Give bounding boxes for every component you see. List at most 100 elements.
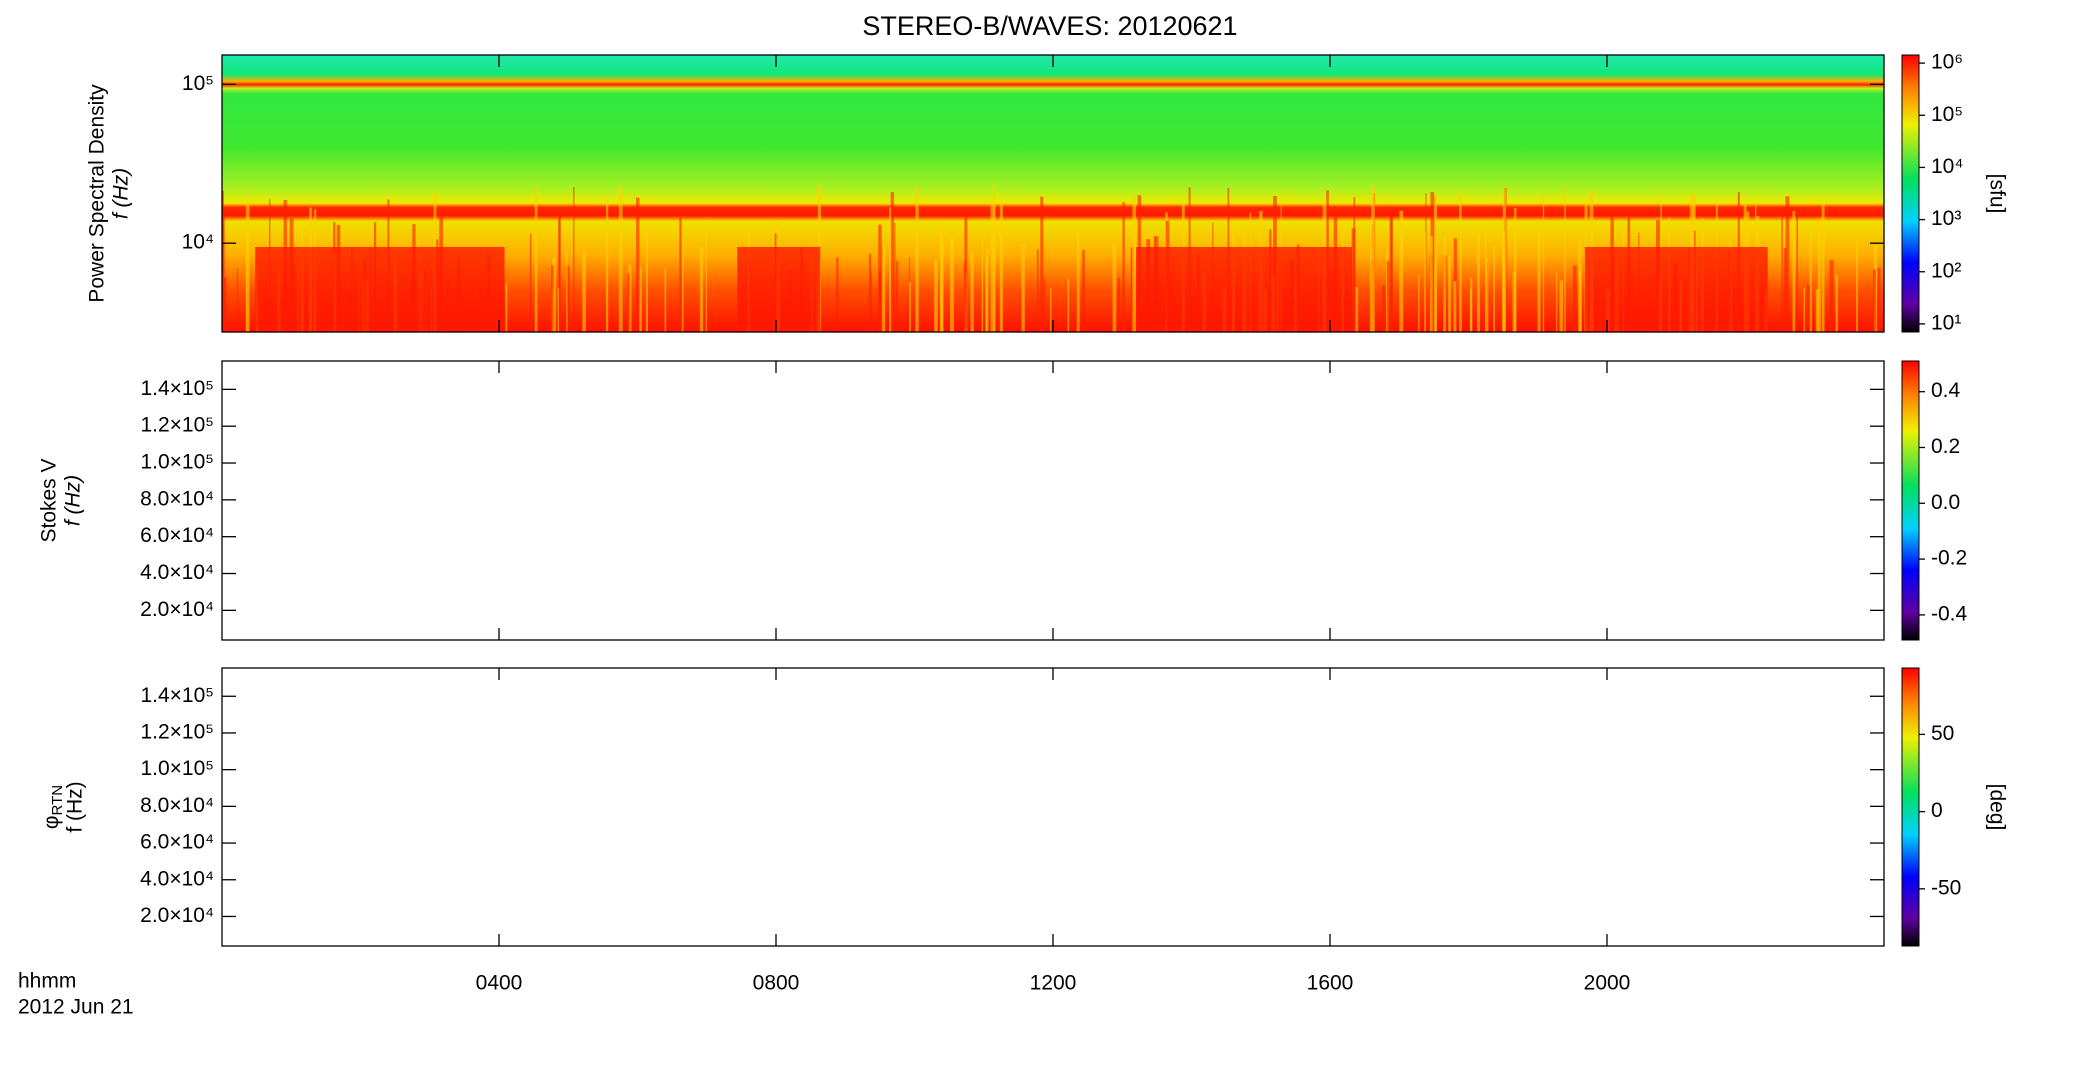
colorbar-label-group: [deg] bbox=[1985, 784, 2008, 831]
spectrogram-streak bbox=[1501, 230, 1506, 332]
spectrogram-streak bbox=[236, 268, 239, 332]
spectrogram-streak bbox=[1453, 281, 1457, 332]
spectrogram-streak bbox=[1485, 230, 1487, 332]
spectrogram-streak bbox=[1037, 249, 1039, 332]
spectrogram-streak bbox=[1122, 201, 1125, 332]
y-tick-label: 10⁵ bbox=[182, 72, 214, 95]
spectrogram-streak bbox=[1418, 274, 1420, 332]
spectrogram-streak bbox=[1872, 269, 1876, 332]
spectrogram-streak bbox=[1785, 196, 1790, 332]
y-tick-label: 4.0×10⁴ bbox=[140, 867, 214, 890]
x-tick-label: 1200 bbox=[1030, 972, 1077, 995]
colorbar-label: [deg] bbox=[1985, 784, 2008, 831]
spectrogram-block bbox=[1584, 247, 1768, 332]
chart-title: STEREO-B/WAVES: 20120621 bbox=[862, 11, 1237, 41]
spectrogram-streak bbox=[558, 212, 561, 332]
spectrogram-streak bbox=[552, 257, 557, 332]
colorbar-tick-label: 50 bbox=[1931, 722, 1954, 745]
spectrogram-streak bbox=[1112, 243, 1117, 332]
spectrogram-streak bbox=[566, 265, 570, 332]
spectrogram-streak bbox=[705, 219, 707, 332]
y-label-symbol-text: φ bbox=[40, 815, 63, 829]
spectrogram-streak bbox=[1829, 260, 1834, 332]
spectrogram-streak bbox=[1021, 243, 1025, 332]
colorbar bbox=[1901, 360, 1920, 641]
x-label: hhmm bbox=[18, 970, 76, 993]
spectrogram-streak bbox=[1459, 188, 1462, 332]
colorbar-tick-label: 10⁵ bbox=[1931, 103, 1963, 126]
spectrogram-streak bbox=[1803, 287, 1805, 332]
spectrogram-streak bbox=[627, 273, 630, 332]
y-tick-label: 1.2×10⁵ bbox=[140, 414, 214, 437]
spectrogram-streak bbox=[645, 224, 648, 332]
spectrogram-streak bbox=[1130, 247, 1134, 332]
y-tick-label: 10⁴ bbox=[182, 231, 214, 254]
x-tick-label: 0800 bbox=[753, 972, 800, 995]
spectrogram-streak bbox=[605, 199, 609, 332]
y-tick-label: 1.2×10⁵ bbox=[140, 721, 214, 744]
spectrogram-streak bbox=[1821, 203, 1825, 332]
spectrogram-streak bbox=[964, 210, 968, 332]
spectrogram-streak bbox=[1815, 289, 1819, 332]
spectrogram-streak bbox=[1817, 218, 1821, 332]
spectrogram-streak bbox=[636, 197, 640, 332]
x-tick-label: 1600 bbox=[1307, 972, 1354, 995]
spectrogram-streak bbox=[1390, 207, 1393, 332]
spectrogram-streak bbox=[1512, 271, 1517, 332]
spectrogram-streak bbox=[1572, 265, 1577, 332]
spectrogram-streak bbox=[1783, 248, 1787, 332]
spectrogram-streak bbox=[1877, 267, 1881, 332]
spectrogram-streak bbox=[970, 252, 974, 332]
spectrogram-streak bbox=[699, 247, 704, 332]
spectrogram-streak bbox=[1355, 286, 1359, 332]
spectrogram-streak bbox=[1040, 196, 1044, 332]
y-tick-label: 6.0×10⁴ bbox=[140, 524, 214, 547]
spectrogram-streak bbox=[618, 186, 623, 332]
y-label-subscript: RTN bbox=[49, 785, 66, 816]
spectrogram-streak bbox=[1537, 221, 1541, 332]
y-tick-label: 2.0×10⁴ bbox=[140, 598, 214, 621]
colorbar-tick-label: -50 bbox=[1931, 876, 1961, 899]
spectrogram-streak bbox=[1781, 215, 1783, 332]
spectrogram-streak bbox=[534, 185, 538, 332]
spectrogram-streak bbox=[1556, 273, 1558, 332]
spectrogram-streak bbox=[1856, 239, 1858, 332]
spectrogram-streak bbox=[529, 233, 532, 332]
spectrogram-streak bbox=[1470, 277, 1473, 332]
spectrogram-streak bbox=[1514, 207, 1517, 332]
spectrogram-block bbox=[737, 247, 821, 332]
spectrogram-streak bbox=[224, 277, 227, 332]
y-tick-label: 1.0×10⁵ bbox=[140, 757, 214, 780]
spectrogram-streak bbox=[1371, 185, 1375, 332]
colorbar-tick-label: 0.2 bbox=[1931, 435, 1960, 458]
colorbar-tick-label: 10⁴ bbox=[1931, 155, 1963, 178]
spectrogram-streak bbox=[1476, 232, 1480, 332]
plot-frame bbox=[221, 360, 1885, 641]
spectrogram-streak bbox=[981, 226, 984, 332]
spectrogram-streak bbox=[1542, 195, 1545, 332]
spectrogram-streak bbox=[868, 253, 872, 332]
spectrogram-streak bbox=[1443, 235, 1447, 332]
colorbar bbox=[1901, 667, 1920, 947]
spectrogram-streak bbox=[1796, 215, 1798, 332]
spectrogram-streak bbox=[990, 200, 995, 332]
colorbar-tick-label: 0.4 bbox=[1931, 379, 1961, 402]
spectrogram-streak bbox=[1807, 284, 1809, 332]
spectrogram-streak bbox=[878, 224, 882, 332]
spectrogram-streak bbox=[1386, 260, 1390, 332]
y-label-line: f (Hz) bbox=[62, 475, 85, 526]
y-tick-label: 6.0×10⁴ bbox=[140, 831, 214, 854]
spectrogram-streak bbox=[1448, 255, 1452, 332]
y-tick-label: 1.4×10⁵ bbox=[140, 684, 214, 707]
colorbar bbox=[1901, 54, 1920, 333]
spectrogram-streak bbox=[1043, 278, 1045, 332]
colorbar-tick-label: -0.4 bbox=[1931, 602, 1968, 625]
spectrogram-block bbox=[255, 247, 505, 332]
y-tick-label: 4.0×10⁴ bbox=[140, 561, 214, 584]
spectrogram-block bbox=[1136, 247, 1353, 332]
colorbar-tick-label: 10⁶ bbox=[1931, 51, 1963, 74]
spectrogram-streak bbox=[889, 207, 892, 332]
y-label-line: Stokes V bbox=[38, 458, 61, 542]
spectrogram-streak bbox=[639, 267, 642, 332]
